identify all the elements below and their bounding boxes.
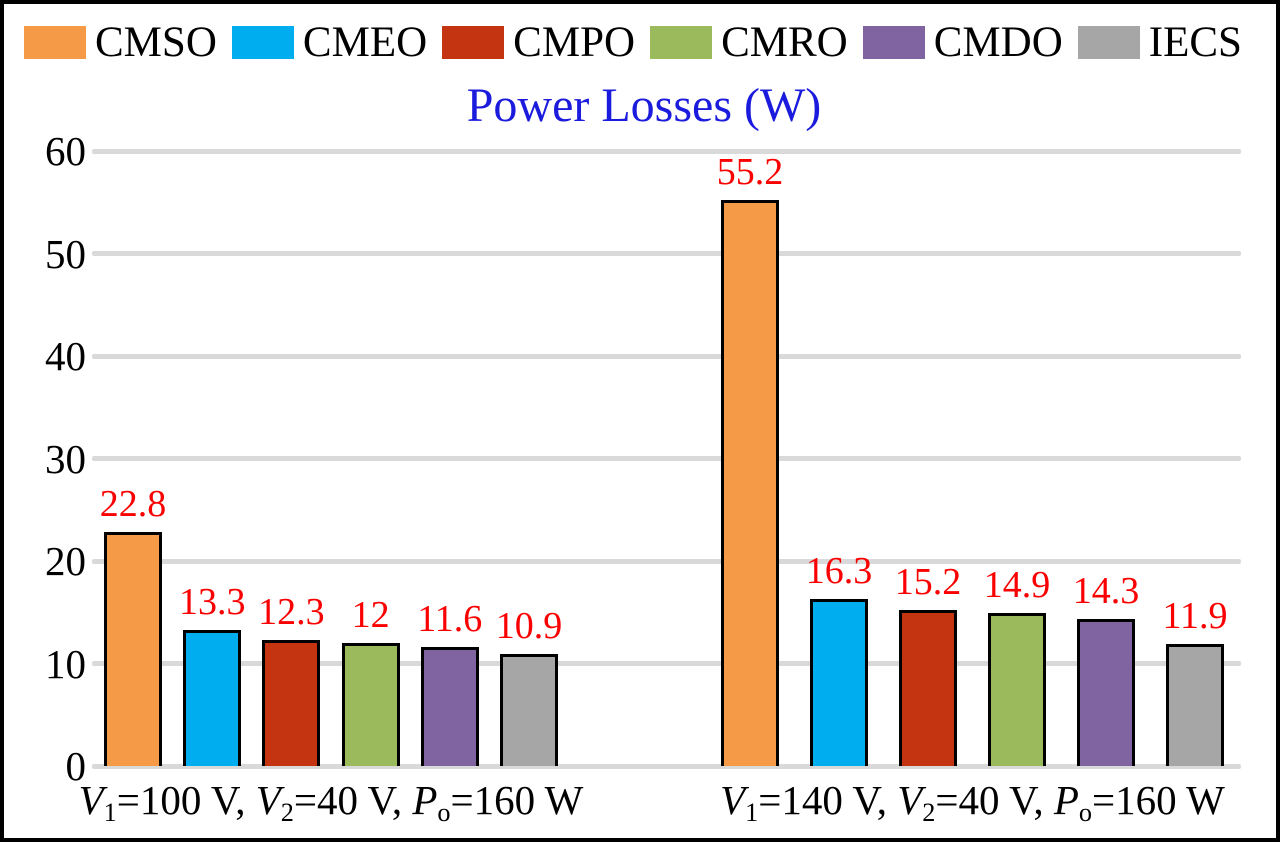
legend-swatch-cmpo (442, 25, 505, 59)
bar-value-label: 13.3 (178, 580, 246, 623)
y-axis-tick-label: 50 (45, 230, 86, 277)
bar-cell-cmeo: 16.3 (806, 552, 872, 766)
bar-cell-cmpo: 12.3 (258, 593, 325, 766)
bar-cell-iecs: 11.9 (1162, 597, 1228, 766)
bar-cell-cmeo: 13.3 (179, 583, 245, 766)
chart-title: Power Losses (W) (466, 79, 822, 132)
legend-label: CMPO (513, 18, 636, 66)
legend-item-cmso: CMSO (24, 21, 217, 64)
bar-value-label: 11.6 (417, 598, 483, 641)
bar-value-label: 10.9 (495, 605, 563, 648)
bar-value-label: 16.3 (805, 549, 873, 592)
y-axis-tick-label: 20 (45, 538, 86, 584)
plot-area: 0 10 20 30 40 50 60 22.8 13.3 12.3 12 11.6 10.9 V1=10… (4, 4, 1276, 838)
bar-value-label: 12.3 (258, 590, 325, 633)
bar-cmpo-group2 (899, 610, 957, 766)
bar-group-1: 22.8 13.3 12.3 12 11.6 10.9 (100, 91, 562, 766)
bar-cell-cmpo: 15.2 (895, 563, 961, 766)
legend: CMSO CMEO CMPO CMRO CMDO IECS (4, 18, 1276, 66)
bar-cell-cmso: 55.2 (717, 153, 783, 766)
y-axis-tick-label: 60 (45, 128, 86, 174)
bar-cmso-group2 (721, 200, 779, 766)
x-axis-group-label-1: V1=100 V, V2=40 V, Po=160 W (78, 777, 584, 828)
gridline-y40 (92, 353, 1241, 359)
bar-cmpo-group1 (262, 639, 321, 766)
x-axis-group-label-2: V1=140 V, V2=40 V, Po=160 W (720, 777, 1225, 828)
legend-label: CMEO (302, 18, 428, 66)
bar-cell-iecs: 10.9 (496, 607, 562, 766)
bar-value-label: 14.9 (983, 564, 1051, 607)
legend-swatch-iecs (1077, 25, 1140, 59)
gridline-y10 (92, 661, 1241, 666)
legend-swatch-cmdo (862, 25, 925, 59)
gridline-y0 (92, 763, 1241, 769)
bar-cmdo-group2 (1077, 619, 1135, 766)
bar-cmro-group2 (988, 613, 1046, 766)
bar-value-label: 22.8 (99, 483, 167, 526)
bar-iecs-group2 (1166, 644, 1224, 766)
legend-label: IECS (1148, 18, 1242, 66)
legend-swatch-cmeo (231, 25, 294, 59)
gridline-y60 (92, 148, 1241, 154)
legend-label: CMSO (95, 18, 217, 66)
legend-swatch-cmro (650, 25, 713, 59)
bar-cmro-group1 (341, 643, 400, 766)
bar-value-label: 14.3 (1072, 570, 1140, 613)
legend-item-cmro: CMRO (650, 21, 848, 64)
bar-cmso-group1 (104, 532, 162, 766)
legend-item-cmpo: CMPO (442, 21, 635, 64)
y-axis-tick-label: 10 (45, 640, 86, 687)
legend-item-cmdo: CMDO (862, 18, 1063, 66)
legend-item-cmeo: CMEO (231, 18, 428, 66)
bar-cell-cmso: 22.8 (100, 485, 166, 766)
bar-value-label: 12 (351, 594, 390, 636)
gridline-y50 (92, 251, 1241, 256)
legend-item-iecs: IECS (1077, 18, 1242, 66)
bar-group-2: 55.2 16.3 15.2 14.9 14.3 11.9 (717, 91, 1228, 766)
legend-label: CMDO (933, 18, 1063, 66)
bar-cell-cmro: 12 (341, 596, 400, 766)
bar-cmeo-group1 (183, 629, 242, 766)
bar-value-label: 55.2 (716, 151, 784, 194)
gridline-y30 (92, 456, 1241, 461)
bar-cell-cmro: 14.9 (984, 566, 1050, 766)
gridline-y20 (92, 558, 1241, 564)
bar-cell-cmdo: 14.3 (1073, 572, 1139, 766)
y-axis-tick-label: 40 (45, 333, 86, 379)
bar-value-label: 15.2 (894, 561, 962, 604)
bar-value-label: 11.9 (1162, 595, 1228, 638)
legend-label: CMRO (721, 18, 848, 66)
bar-cell-cmdo: 11.6 (417, 600, 482, 766)
y-axis-tick-label: 0 (65, 743, 87, 789)
y-axis-tick-label: 30 (45, 435, 86, 482)
bar-cmeo-group2 (810, 598, 868, 766)
bar-iecs-group1 (499, 654, 558, 766)
legend-swatch-cmso (24, 25, 86, 59)
bar-cmdo-group1 (420, 647, 479, 766)
